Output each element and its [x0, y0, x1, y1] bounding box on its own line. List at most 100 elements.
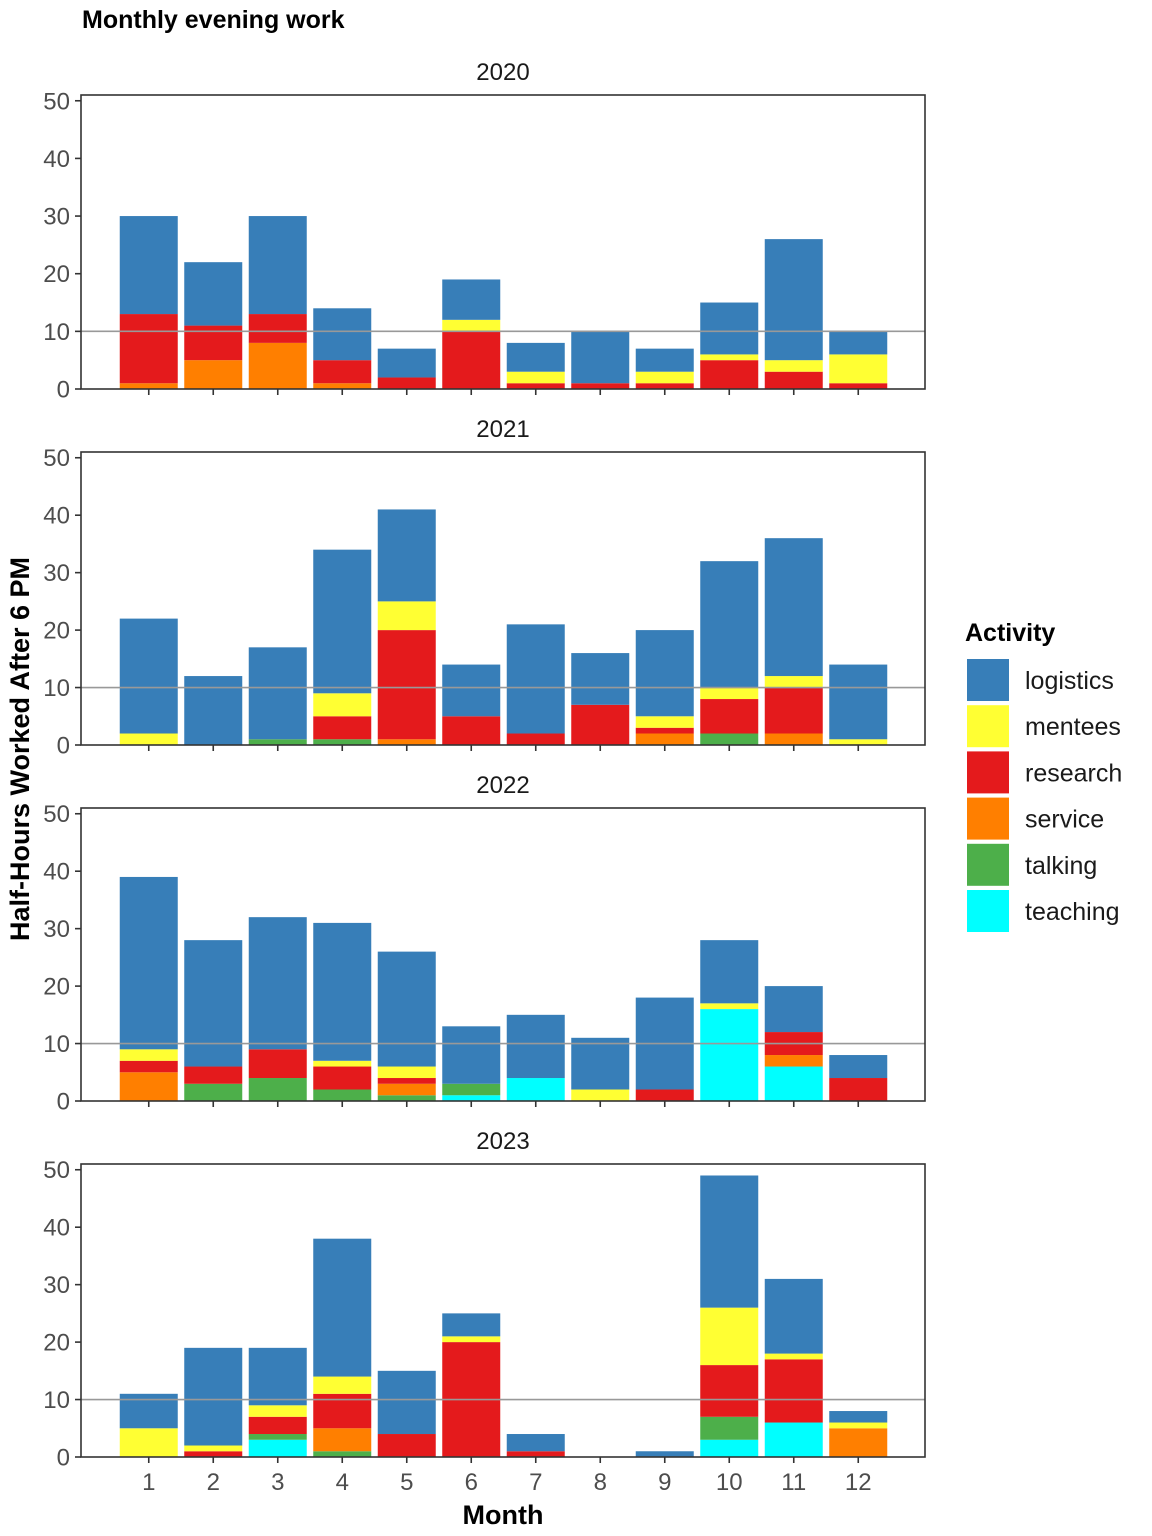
legend-key-service — [967, 797, 1009, 840]
bar-segment-teaching-2023-10 — [700, 1439, 759, 1457]
facet-panel-2021: 2021 0 10 20 30 40 50 — [43, 416, 926, 760]
x-tick-label: 8 — [594, 1469, 607, 1496]
bar-segment-research-2020-10 — [700, 360, 759, 389]
bar-segment-mentees-2021-11 — [764, 676, 823, 688]
bar-segment-logistics-2021-1 — [119, 618, 178, 734]
y-tick-label: 50 — [43, 1157, 70, 1184]
y-tick-label: 50 — [43, 88, 70, 115]
bar-segment-research-2020-9 — [635, 383, 694, 389]
bar-segment-logistics-2023-6 — [442, 1313, 501, 1337]
bar-segment-logistics-2021-3 — [248, 647, 307, 740]
bar-segment-research-2020-5 — [377, 377, 436, 389]
bar-segment-talking-2021-10 — [700, 733, 759, 745]
bar-segment-logistics-2022-12 — [829, 1055, 888, 1079]
bar-segment-mentees-2023-2 — [184, 1445, 243, 1452]
y-axis-title: Half-Hours Worked After 6 PM — [5, 557, 35, 941]
bar-segment-service-2023-12 — [829, 1428, 888, 1457]
legend-key-research — [967, 751, 1009, 794]
bar-segment-logistics-2021-11 — [764, 538, 823, 677]
bar-segment-logistics-2023-5 — [377, 1370, 436, 1435]
bar-segment-mentees-2022-1 — [119, 1049, 178, 1061]
y-tick-label: 0 — [57, 377, 70, 404]
bar-segment-mentees-2023-10 — [700, 1307, 759, 1366]
bar-segment-research-2020-3 — [248, 314, 307, 343]
bar-segment-research-2022-4 — [313, 1066, 372, 1090]
bar-segment-mentees-2020-12 — [829, 354, 888, 384]
bar-segment-research-2020-6 — [442, 331, 501, 389]
legend-title: Activity — [965, 619, 1055, 647]
bar-segment-mentees-2021-10 — [700, 687, 759, 700]
bar-segment-talking-2022-5 — [377, 1095, 436, 1101]
bar-segment-service-2022-1 — [119, 1072, 178, 1101]
bar-segment-talking-2021-4 — [313, 739, 372, 745]
bar-segment-mentees-2021-1 — [119, 733, 178, 745]
bar-segment-teaching-2022-10 — [700, 1009, 759, 1101]
bar-segment-logistics-2023-11 — [764, 1278, 823, 1354]
bar-segment-research-2023-2 — [184, 1451, 243, 1457]
y-tick-label: 0 — [57, 1445, 70, 1472]
bar-segment-service-2022-5 — [377, 1083, 436, 1096]
bar-segment-service-2020-3 — [248, 342, 307, 389]
legend-key-talking — [967, 843, 1009, 886]
bar-segment-logistics-2020-10 — [700, 302, 759, 355]
bar-segment-logistics-2021-7 — [506, 624, 565, 734]
y-tick-label: 50 — [43, 801, 70, 828]
panel-border — [80, 1163, 926, 1458]
bar-segment-logistics-2022-4 — [313, 922, 372, 1061]
facet-strip-label: 2021 — [476, 416, 529, 443]
panel-border — [80, 451, 926, 746]
bar-segment-logistics-2022-2 — [184, 940, 243, 1067]
bar-segment-logistics-2022-10 — [700, 940, 759, 1004]
bar-segment-mentees-2023-11 — [764, 1353, 823, 1360]
bar-segment-logistics-2020-8 — [571, 331, 630, 384]
bar-segment-research-2020-1 — [119, 314, 178, 384]
bar-segment-research-2023-5 — [377, 1434, 436, 1457]
bar-segment-research-2021-9 — [635, 727, 694, 734]
bar-segment-logistics-2020-5 — [377, 348, 436, 378]
bar-segment-research-2021-7 — [506, 733, 565, 745]
y-tick-label: 30 — [43, 1272, 70, 1299]
y-tick-label: 40 — [43, 503, 70, 530]
y-tick-label: 30 — [43, 560, 70, 587]
bar-segment-talking-2023-4 — [313, 1451, 372, 1457]
bar-segment-teaching-2023-11 — [764, 1422, 823, 1457]
x-tick-label: 3 — [271, 1469, 284, 1496]
bar-segment-mentees-2020-6 — [442, 319, 501, 332]
legend-key-logistics — [967, 659, 1009, 701]
bar-segment-research-2022-2 — [184, 1066, 243, 1084]
legend-label-teaching: teaching — [1025, 898, 1120, 926]
bar-segment-mentees-2023-1 — [119, 1428, 178, 1457]
facet-panel-2022: 2022 0 10 20 30 40 50 — [43, 772, 926, 1116]
x-axis-title: Month — [463, 1500, 544, 1530]
bar-segment-logistics-2020-6 — [442, 279, 501, 320]
y-tick-label: 0 — [57, 1089, 70, 1116]
x-tick-label: 5 — [400, 1469, 413, 1496]
bar-segment-talking-2023-3 — [248, 1434, 307, 1440]
bar-segment-logistics-2020-9 — [635, 348, 694, 372]
facet-strip-label: 2023 — [476, 1128, 529, 1155]
bar-segment-mentees-2023-4 — [313, 1376, 372, 1394]
panel-border — [80, 807, 926, 1102]
bar-segment-research-2023-7 — [506, 1451, 565, 1457]
x-tick-label: 2 — [207, 1469, 220, 1496]
bar-segment-research-2022-12 — [829, 1078, 888, 1101]
bar-segment-mentees-2022-8 — [571, 1089, 630, 1101]
bar-segment-service-2020-1 — [119, 383, 178, 389]
bar-segment-research-2023-11 — [764, 1359, 823, 1423]
bar-segment-logistics-2021-9 — [635, 630, 694, 717]
y-tick-label: 30 — [43, 204, 70, 231]
x-tick-label: 4 — [336, 1469, 349, 1496]
bar-segment-logistics-2020-11 — [764, 239, 823, 361]
y-tick-label: 20 — [43, 618, 70, 645]
bar-segment-talking-2022-2 — [184, 1083, 243, 1101]
bar-segment-research-2020-11 — [764, 371, 823, 389]
bar-segment-logistics-2021-5 — [377, 509, 436, 602]
bar-segment-mentees-2022-10 — [700, 1003, 759, 1010]
bar-segment-logistics-2021-8 — [571, 653, 630, 705]
bar-segment-logistics-2022-1 — [119, 876, 178, 1050]
bar-segment-logistics-2023-3 — [248, 1347, 307, 1406]
bar-segment-talking-2023-10 — [700, 1416, 759, 1440]
bar-segment-mentees-2023-6 — [442, 1336, 501, 1343]
